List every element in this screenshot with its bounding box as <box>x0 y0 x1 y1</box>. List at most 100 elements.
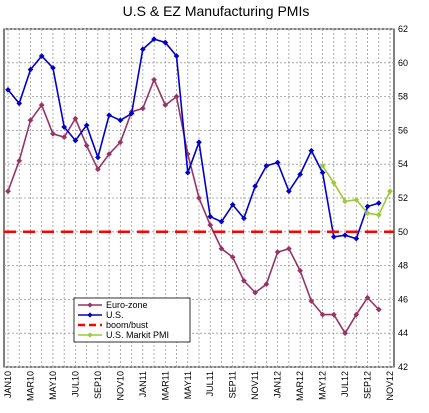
data-point <box>285 188 292 195</box>
series-euro-zone <box>5 76 382 337</box>
legend-label: U.S. <box>106 310 124 320</box>
data-point <box>375 200 382 207</box>
x-tick-label: NOV12 <box>385 371 395 401</box>
data-point <box>297 267 304 274</box>
data-point <box>319 169 326 176</box>
data-point <box>173 93 180 100</box>
legend-item: Euro-zone <box>78 300 148 310</box>
legend-label: Euro-zone <box>106 300 148 310</box>
y-tick-label: 52 <box>398 193 408 203</box>
series-line <box>7 77 380 335</box>
x-tick-label: MAY10 <box>48 371 58 400</box>
data-point <box>117 117 124 124</box>
data-point <box>364 203 371 210</box>
legend-marker <box>87 332 93 338</box>
data-point <box>16 157 23 164</box>
chart-title: U.S & EZ Manufacturing PMIs <box>123 3 310 19</box>
legend-item: boom/bust <box>78 320 149 330</box>
data-point <box>308 147 315 154</box>
data-point <box>128 110 135 117</box>
y-tick-label: 44 <box>398 328 408 338</box>
data-point <box>229 201 236 208</box>
data-point <box>139 105 146 112</box>
data-point <box>330 179 337 186</box>
x-tick-label: NOV10 <box>115 371 125 401</box>
x-tick-label: SEP10 <box>93 371 103 399</box>
data-point <box>151 76 158 83</box>
plot-area: 42 44 46 48 50 52 54 56 58 60 62 JAN10 MAR10 MAY10 JUL… <box>3 24 408 401</box>
data-point <box>162 39 169 46</box>
data-point <box>5 86 11 93</box>
data-point <box>319 162 326 169</box>
data-point <box>240 277 247 284</box>
data-point <box>196 139 202 146</box>
series-u-s- <box>5 36 382 242</box>
data-point <box>353 235 360 242</box>
data-point <box>61 124 68 130</box>
data-point <box>72 115 79 122</box>
data-point <box>330 233 337 240</box>
data-point <box>330 311 337 318</box>
data-point <box>274 249 281 256</box>
data-point <box>27 66 34 73</box>
y-tick-label: 48 <box>398 261 408 271</box>
data-point <box>218 245 225 252</box>
data-point <box>252 289 259 296</box>
data-point <box>364 294 371 301</box>
data-point <box>274 159 281 166</box>
y-tick-label: 60 <box>398 58 408 68</box>
data-point <box>207 213 214 220</box>
data-point <box>207 222 214 228</box>
data-point <box>342 232 349 239</box>
x-tick-label: JAN10 <box>3 371 13 398</box>
data-point <box>308 298 315 305</box>
data-point <box>342 198 349 205</box>
data-point <box>353 196 360 203</box>
data-point <box>353 311 360 318</box>
data-point <box>162 102 169 109</box>
y-tick-label: 56 <box>398 125 408 135</box>
data-point <box>139 46 146 53</box>
data-point <box>117 139 124 146</box>
data-point <box>83 142 90 149</box>
y-tick-label: 54 <box>398 159 408 169</box>
series-u-s-markit-pmi <box>319 162 393 218</box>
x-tick-label: NOV11 <box>250 371 260 400</box>
x-tick-label: JUL11 <box>205 371 215 396</box>
data-point <box>38 102 45 109</box>
data-point <box>252 183 259 190</box>
legend-label: boom/bust <box>106 320 149 330</box>
data-point <box>319 311 326 318</box>
x-tick-label: MAY12 <box>318 371 328 400</box>
series-line <box>7 38 380 240</box>
data-point <box>218 218 225 225</box>
data-point <box>196 195 202 201</box>
data-point <box>151 36 158 43</box>
data-point <box>263 162 270 169</box>
x-tick-label: SEP11 <box>228 371 238 398</box>
data-point <box>72 137 79 144</box>
legend-marker <box>87 302 93 308</box>
data-point <box>94 166 101 173</box>
data-point <box>16 100 23 107</box>
legend-item: U.S. <box>78 310 124 320</box>
y-tick-label: 50 <box>398 227 408 237</box>
x-tick-label: MAY11 <box>183 371 193 399</box>
data-point <box>27 117 34 124</box>
data-point <box>375 306 382 313</box>
data-point <box>106 112 113 119</box>
data-point <box>184 169 191 176</box>
data-point <box>240 215 247 222</box>
data-point <box>364 210 371 217</box>
data-point <box>38 53 45 59</box>
x-tick-label: JUL10 <box>70 371 80 397</box>
data-point <box>285 245 292 252</box>
y-tick-label: 58 <box>398 92 408 102</box>
y-tick-label: 46 <box>398 294 408 304</box>
data-point <box>375 211 382 218</box>
legend-item: U.S. Markit PMI <box>78 330 169 340</box>
data-point <box>49 64 56 71</box>
